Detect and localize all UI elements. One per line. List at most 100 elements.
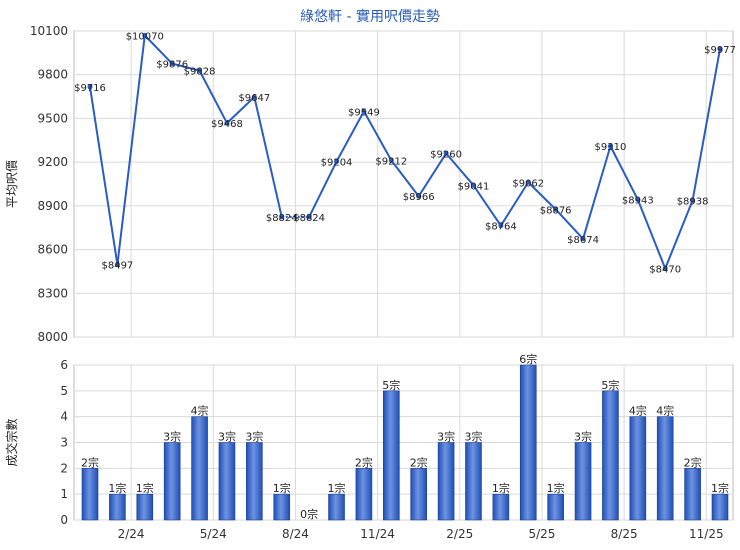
chart-title: 綠悠軒 - 實用呎價走勢 — [300, 9, 440, 25]
bar-value-label: 4宗 — [629, 404, 647, 418]
data-label: $9647 — [238, 93, 270, 104]
y-tick-label: 8600 — [37, 243, 68, 257]
line-segment — [554, 208, 584, 240]
line-segment — [198, 70, 228, 124]
data-point — [388, 157, 394, 163]
bar — [218, 442, 236, 521]
bar-value-label: 3宗 — [464, 430, 482, 444]
bar-value-label: 2宗 — [355, 455, 373, 469]
data-label: $9204 — [321, 158, 353, 169]
bar — [492, 493, 510, 521]
data-point — [279, 214, 285, 220]
bar-value-label: 5宗 — [382, 378, 400, 392]
data-label: $8497 — [101, 261, 133, 272]
data-point — [580, 236, 586, 242]
bar — [383, 390, 400, 521]
data-point — [690, 197, 696, 203]
line-segment — [116, 35, 146, 265]
line-segment — [171, 62, 200, 72]
data-point — [553, 206, 559, 212]
y-tick-label: 6 — [60, 358, 68, 372]
bar — [465, 442, 482, 521]
data-point — [470, 182, 476, 188]
y-tick-label: 2 — [60, 461, 68, 475]
data-label: $8824 — [293, 213, 325, 224]
transaction-bar-chart: 0 1 2 3 4 5 6 2/24 5/24 8/24 11/24 2/25 5/25 8/25 11/2… — [4, 352, 734, 541]
data-point — [224, 120, 230, 126]
bar — [574, 442, 592, 521]
line-segment — [445, 152, 475, 186]
bar — [711, 493, 729, 521]
line-segment — [636, 199, 667, 269]
data-point — [334, 159, 340, 165]
bar-value-label: 3宗 — [574, 430, 592, 444]
bar — [602, 390, 619, 521]
data-point — [416, 193, 422, 199]
bar — [629, 416, 647, 521]
data-label: $9468 — [211, 119, 243, 130]
bar — [109, 493, 126, 521]
data-point — [251, 94, 257, 100]
data-label: $8674 — [567, 235, 599, 246]
data-label: $8966 — [403, 192, 435, 203]
data-point — [607, 143, 613, 149]
bar-value-label: 1宗 — [108, 481, 126, 495]
bar-value-label: 3宗 — [218, 430, 236, 444]
bar-value-label: 3宗 — [245, 430, 263, 444]
y-tick-label: 8300 — [37, 286, 68, 300]
bar-value-label: 2宗 — [410, 455, 428, 469]
bar-value-label: 1宗 — [328, 481, 346, 495]
bar-value-label: 2宗 — [684, 455, 702, 469]
x-tick-label: 11/24 — [360, 527, 395, 541]
bar — [328, 493, 345, 521]
bar — [437, 442, 455, 521]
line-segment — [308, 161, 338, 218]
bar — [410, 468, 427, 521]
line-segment — [500, 181, 530, 227]
data-label: $9977 — [704, 45, 736, 56]
data-point — [717, 46, 723, 52]
line-segment — [691, 48, 721, 201]
bar — [684, 468, 701, 521]
bar-value-label: 4宗 — [191, 404, 209, 418]
bar-value-label: 1宗 — [492, 481, 510, 495]
data-label: $9062 — [512, 178, 544, 189]
bar — [547, 493, 564, 521]
price-line-chart: 8000 8300 8600 8900 9200 9500 9800 10100 平均呎價 $97… — [5, 24, 736, 344]
y-axis-title: 成交宗數 — [4, 418, 19, 466]
data-point — [306, 214, 312, 220]
line-segment — [226, 96, 256, 124]
bar-value-label: 1宗 — [547, 481, 565, 495]
bar-value-label: 3宗 — [163, 430, 181, 444]
y-tick-label: 3 — [60, 436, 68, 450]
y-tick-label: 0 — [60, 513, 68, 527]
x-tick-label: 11/25 — [689, 527, 724, 541]
bar — [246, 442, 263, 521]
bar-value-label: 1宗 — [136, 481, 154, 495]
bar — [191, 416, 208, 521]
data-label: $8876 — [540, 205, 572, 216]
y-tick-label: 9200 — [37, 155, 68, 169]
bar — [355, 468, 373, 521]
bar-value-label: 4宗 — [656, 404, 674, 418]
data-point — [525, 179, 531, 185]
bar-value-label: 1宗 — [273, 481, 291, 495]
y-axis-title: 平均呎價 — [5, 160, 19, 208]
line-segment — [253, 96, 283, 218]
data-label: $9828 — [184, 67, 216, 78]
data-label: $8943 — [622, 196, 654, 207]
line-segment — [527, 181, 557, 211]
bar-value-label: 1宗 — [711, 481, 729, 495]
data-label: $9310 — [595, 142, 627, 153]
data-label: $9549 — [348, 107, 380, 118]
x-tick-label: 5/24 — [200, 527, 227, 541]
data-point — [361, 108, 367, 114]
data-label: $9260 — [430, 149, 462, 160]
bar-value-label: 2宗 — [81, 455, 99, 469]
y-tick-label: 8900 — [37, 199, 68, 213]
bar-value-label: 0宗 — [300, 507, 318, 521]
bar — [519, 364, 537, 521]
bar — [656, 416, 674, 521]
